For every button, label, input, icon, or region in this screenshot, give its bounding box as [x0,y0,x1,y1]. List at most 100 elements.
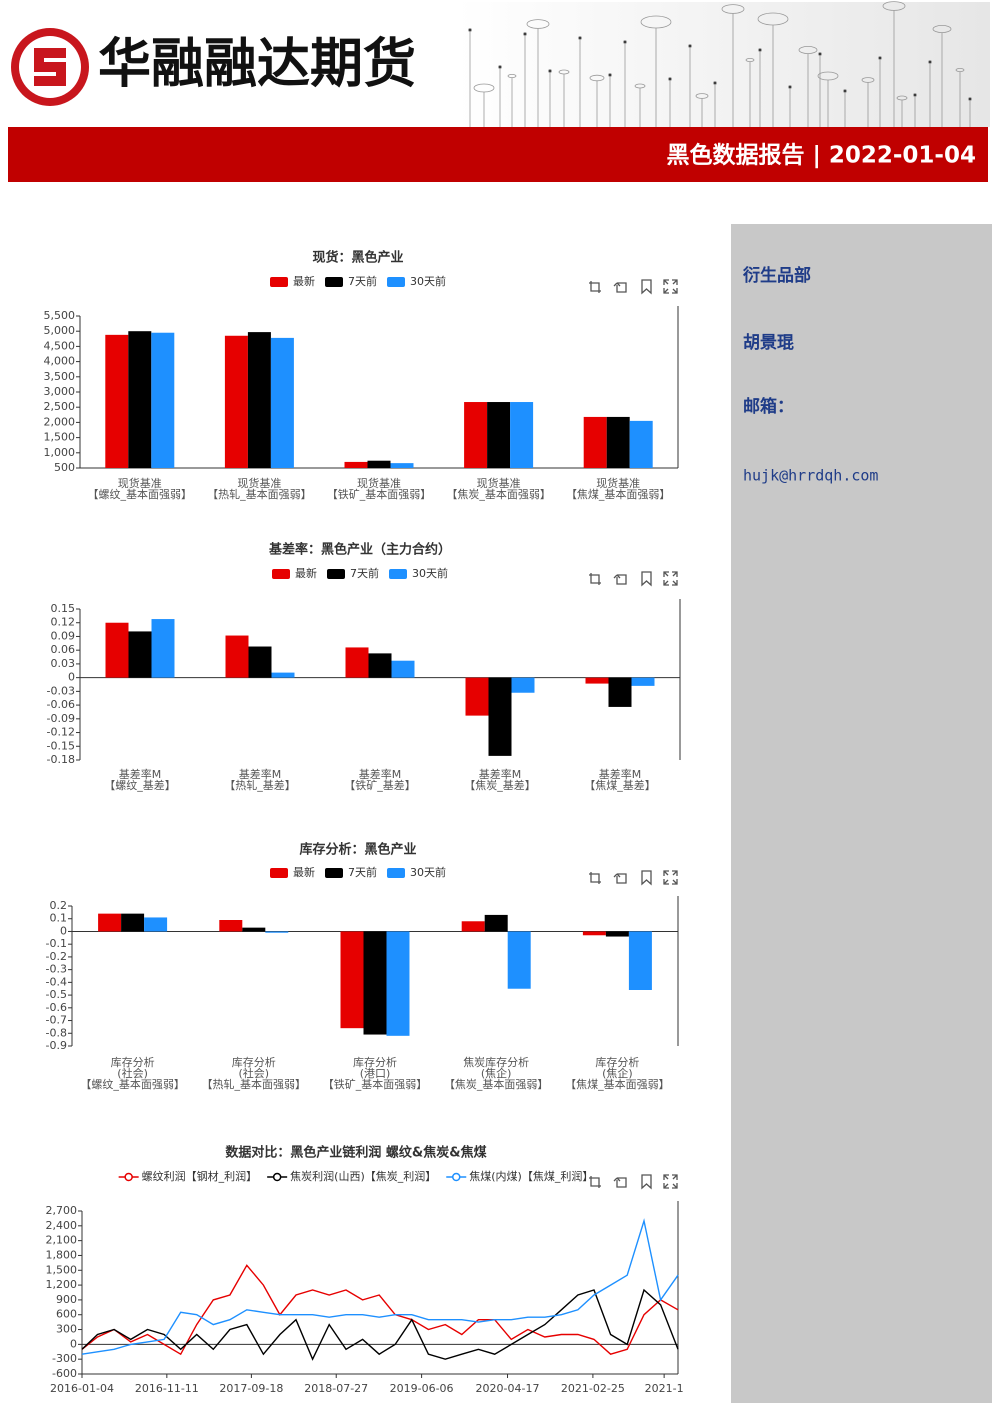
author: 胡景琨 [743,332,794,353]
y-tick-label: -0.09 [47,712,75,725]
y-tick-label: -0.06 [47,698,75,711]
x-tick-label: 【热轧_基差】 [224,778,296,792]
report-banner [8,127,988,182]
x-tick-label: (港口) [360,1067,391,1080]
header-art [457,2,990,127]
y-tick-label: 0.06 [51,643,76,656]
legend-marker [452,1172,461,1182]
art-ring [817,71,839,81]
y-tick-label: 2,500 [44,400,76,413]
legend-label: 7天前 [350,566,379,580]
art-ring [745,58,755,63]
y-tick-label: 0.2 [50,899,68,912]
x-tick-label: 【焦煤_基本面强弱】 [565,1077,670,1091]
toolbox-icon [663,571,678,586]
x-tick-label: 库存分析 [232,1055,276,1069]
toolbox-icon [663,1174,678,1189]
y-tick-label: -0.3 [46,963,67,976]
bar [390,463,414,468]
art-dot [713,81,717,85]
y-tick-label: 900 [56,1293,77,1306]
legend-swatch [389,569,407,579]
y-tick-label: 4,500 [44,339,76,352]
bar [247,332,271,468]
legend-swatch [325,868,343,878]
series-line [81,1288,679,1361]
bar [128,631,152,678]
bar [224,335,248,468]
bar [363,931,387,1035]
toolbox-icon [613,282,627,293]
art-ring [473,83,495,93]
y-tick-label: 0.09 [51,629,76,642]
x-tick-label: 基差率M [119,767,162,781]
y-tick-label: 3,000 [44,385,76,398]
legend-swatch [387,868,405,878]
x-tick-label: (焦企) [602,1066,633,1080]
bar [105,334,129,468]
toolbox-icon [589,872,601,884]
toolbox-icon [589,573,601,585]
art-dot [843,89,847,93]
y-tick-label: 1,000 [44,446,76,459]
chart-title: 数据对比：黑色产业链利润 螺纹&焦炭&焦煤 [225,1145,486,1161]
bar [98,913,122,932]
x-tick-label: 【焦炭_基本面强弱】 [446,487,551,501]
art-ring [882,1,906,11]
sidebar [731,224,992,1403]
series-line [81,1264,679,1356]
toolbox-icon [613,873,627,884]
art-dot [788,85,792,89]
y-tick-label: -0.03 [47,684,75,697]
bar [605,931,629,937]
x-tick-label: 库存分析 [595,1055,639,1069]
toolbox-icon [613,1177,627,1188]
legend-label: 最新 [295,566,317,580]
x-tick-label: 【螺纹_基本面强弱】 [88,487,193,501]
legend-label: 30天前 [410,274,446,288]
y-tick-label: 500 [54,461,75,474]
department: 衍生品部 [743,265,811,286]
bar [386,931,410,1036]
y-tick-label: 3,500 [44,370,76,383]
legend: 最新 7天前 30天前 [270,274,446,288]
legend-marker [272,1172,282,1182]
chart-title: 现货：黑色产业 [312,250,403,266]
bar [144,917,168,932]
legend-swatch [272,569,290,579]
bar [585,677,609,684]
x-tick-label: 现货基准 [118,476,162,490]
y-tick-label: 2,700 [46,1204,78,1217]
y-tick-label: 0 [68,671,75,684]
bar [344,461,368,468]
x-tick-label: 基差率M [359,767,402,781]
art-dot [623,40,627,44]
y-tick-label: 0 [60,924,67,937]
x-tick-label: 【热轧_基本面强弱】 [202,1077,307,1091]
art-dot [523,32,527,36]
bar [225,635,249,678]
art-ring [721,4,745,14]
art-dot [818,52,822,56]
legend-marker [124,1172,133,1182]
legend-label: 焦煤(内煤)【焦煤_利润】 [469,1169,593,1183]
x-tick-label: 库存分析 [111,1055,155,1069]
legend-swatch [270,277,288,287]
art-ring [757,12,789,26]
legend-swatch [327,569,345,579]
y-tick-label: 0 [70,1337,77,1350]
y-tick-label: 0.1 [50,912,68,925]
x-tick-label: (焦企) [481,1066,512,1080]
art-ring [507,74,517,79]
x-tick-label: 基差率M [479,767,522,781]
art-ring [896,95,908,101]
bar [265,931,289,933]
company-name: 华融融达期货 [98,33,416,95]
email-label: 邮箱： [743,396,794,417]
toolbox-icon [663,870,678,885]
y-tick-label: 1,200 [46,1278,78,1291]
bar [631,677,655,686]
art-ring [695,93,709,99]
y-tick-label: 4,000 [44,355,76,368]
